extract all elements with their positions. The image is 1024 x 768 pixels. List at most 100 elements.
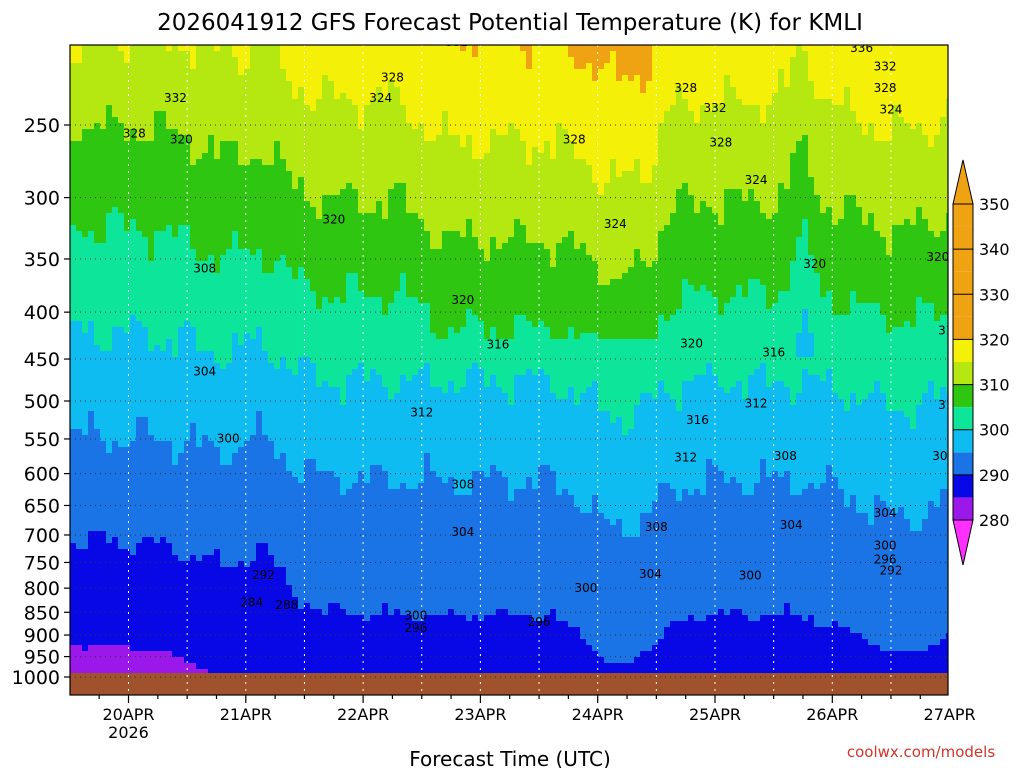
colorbar-segment [953,249,973,272]
colorbar-segment [953,204,973,227]
colorbar-segment [953,294,973,317]
contour-label: 324 [745,173,768,187]
y-tick-label: 350 [24,249,60,271]
y-tick-label: 250 [24,115,60,137]
colorbar-label: 310 [979,376,1010,395]
contour-label: 312 [410,406,433,420]
contour-label: 332 [874,59,897,73]
colorbar-segment [953,271,973,295]
contour-label: 308 [774,449,797,463]
chart-title: 2026041912 GFS Forecast Potential Temper… [157,10,863,36]
contour-label: 316 [487,337,510,351]
contour-label: 300 [739,569,762,583]
contour-label: 328 [874,81,897,95]
contour-label: 296 [874,553,897,567]
contour-label: 304 [639,567,662,581]
y-tick-label: 900 [24,625,60,647]
colorbar-low-arrow [952,519,974,566]
contour-label: 296 [528,615,551,629]
contour-label: 320 [926,250,949,264]
contour-label: 320 [680,336,703,350]
contour-label: 328 [123,127,146,141]
contour-label: 304 [451,525,474,539]
contour-label: 308 [645,520,668,534]
x-axis-title: Forecast Time (UTC) [409,747,611,768]
contour-label: 316 [762,345,785,359]
y-tick-label: 1000 [12,667,60,689]
colorbar-high-arrow [952,159,974,205]
y-tick-label: 850 [24,602,60,624]
contour-label: 320 [451,293,474,307]
plot-frame [69,44,949,696]
contour-label: 312 [674,450,697,464]
contour-label: 308 [932,449,955,463]
contour-label: 320 [803,257,826,271]
x-tick-label: 23APR [454,705,506,724]
colorbar-segment [953,452,973,475]
contour-label: 332 [164,91,187,105]
colorbar-segment [953,384,973,408]
colorbar-segment [953,429,973,453]
y-tick-label: 500 [24,391,60,413]
contour-label: 332 [704,101,727,115]
y-tick-label: 700 [24,525,60,547]
y-tick-label: 750 [24,552,60,574]
contour-label: 304 [193,365,216,379]
colorbar-segment [953,474,973,498]
contour-label: 320 [170,133,193,147]
contour-label: 312 [745,396,768,410]
contour-label: 332 [445,35,468,49]
colorbar-label: 340 [979,240,1010,259]
x-tick-label: 20APR [102,705,154,724]
x-tick-label: 25APR [689,705,741,724]
contour-label: 300 [575,581,598,595]
x-tick-label: 21APR [220,705,272,724]
contour-label: 288 [275,598,298,612]
contour-label: 336 [850,41,873,55]
contour-label: 296 [404,621,427,635]
colorbar-segment [953,226,973,250]
colorbar-segment [953,316,973,340]
contour-label: 300 [404,608,427,622]
colorbar: 280 290 300 310 320 330 340 350 [952,159,1010,566]
contour-label: 328 [709,136,732,150]
contour-label: 328 [674,81,697,95]
y-tick-label: 400 [24,302,60,324]
contour-label: 308 [193,261,216,275]
contour-label: 324 [369,91,392,105]
contour-label: 300 [217,432,240,446]
colorbar-label: 320 [979,330,1010,349]
contour-label: 316 [686,413,709,427]
colorbar-label: 300 [979,421,1010,440]
contour-label: 320 [322,212,345,226]
colorbar-segment [953,497,973,520]
y-tick-label: 650 [24,495,60,517]
y-tick-label: 450 [24,349,60,371]
x-tick-label: 26APR [806,705,858,724]
axes: 2503003504004505005506006507007508008509… [12,44,976,742]
x-year-label: 2026 [108,723,149,742]
credit-text: coolwx.com/models [847,743,995,761]
colorbar-label: 330 [979,285,1010,304]
colorbar-label: 290 [979,466,1010,485]
y-tick-label: 600 [24,464,60,486]
colorbar-label: 350 [979,195,1010,214]
contour-label: 328 [563,133,586,147]
y-tick-label: 950 [24,647,60,669]
y-tick-label: 550 [24,429,60,451]
x-tick-label: 27APR [924,705,976,724]
contour-label: 292 [252,568,275,582]
contour-label: 308 [451,478,474,492]
colorbar-segment [953,362,973,385]
contour-label: 324 [879,103,902,117]
ground-band [70,673,948,695]
contour-label: 328 [381,70,404,84]
contour-label: 304 [780,518,803,532]
contour-label: 284 [240,596,263,610]
colorbar-segment [953,339,973,362]
contour-label: 316 [938,323,961,337]
contour-label: 292 [879,563,902,577]
y-tick-label: 300 [24,188,60,210]
